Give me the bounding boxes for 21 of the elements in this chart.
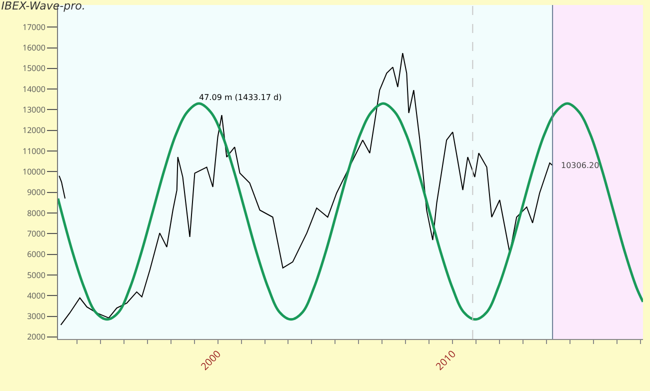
y-tick-label: 5000 [27, 270, 46, 281]
y-tick-label: 6000 [27, 249, 46, 260]
y-tick-label: 12000 [22, 125, 46, 136]
y-tick-label: 3000 [27, 311, 46, 322]
line-series [60, 52, 554, 326]
y-tick-label: 13000 [22, 104, 46, 116]
y-tick-label: 14000 [22, 84, 46, 95]
y-tick-label: 4000 [27, 290, 46, 302]
y-tick-label: 7000 [27, 228, 46, 240]
y-tick-label: 9000 [27, 187, 46, 198]
annotation: 47.09 m (1433.17 d) [199, 93, 282, 102]
line-series [58, 102, 643, 321]
chart-title: IBEX-Wave-pro. [1, 0, 86, 13]
y-tick-label: 11000 [22, 146, 46, 157]
y-tick-label: 15000 [22, 63, 46, 74]
y-tick-label: 8000 [27, 208, 46, 219]
y-tick-label: 10000 [22, 166, 46, 178]
y-tick-label: 2000 [27, 332, 46, 343]
y-tick-label: 17000 [22, 22, 46, 33]
annotation: 10306.20 [561, 161, 600, 170]
y-tick-label: 16000 [22, 42, 46, 54]
